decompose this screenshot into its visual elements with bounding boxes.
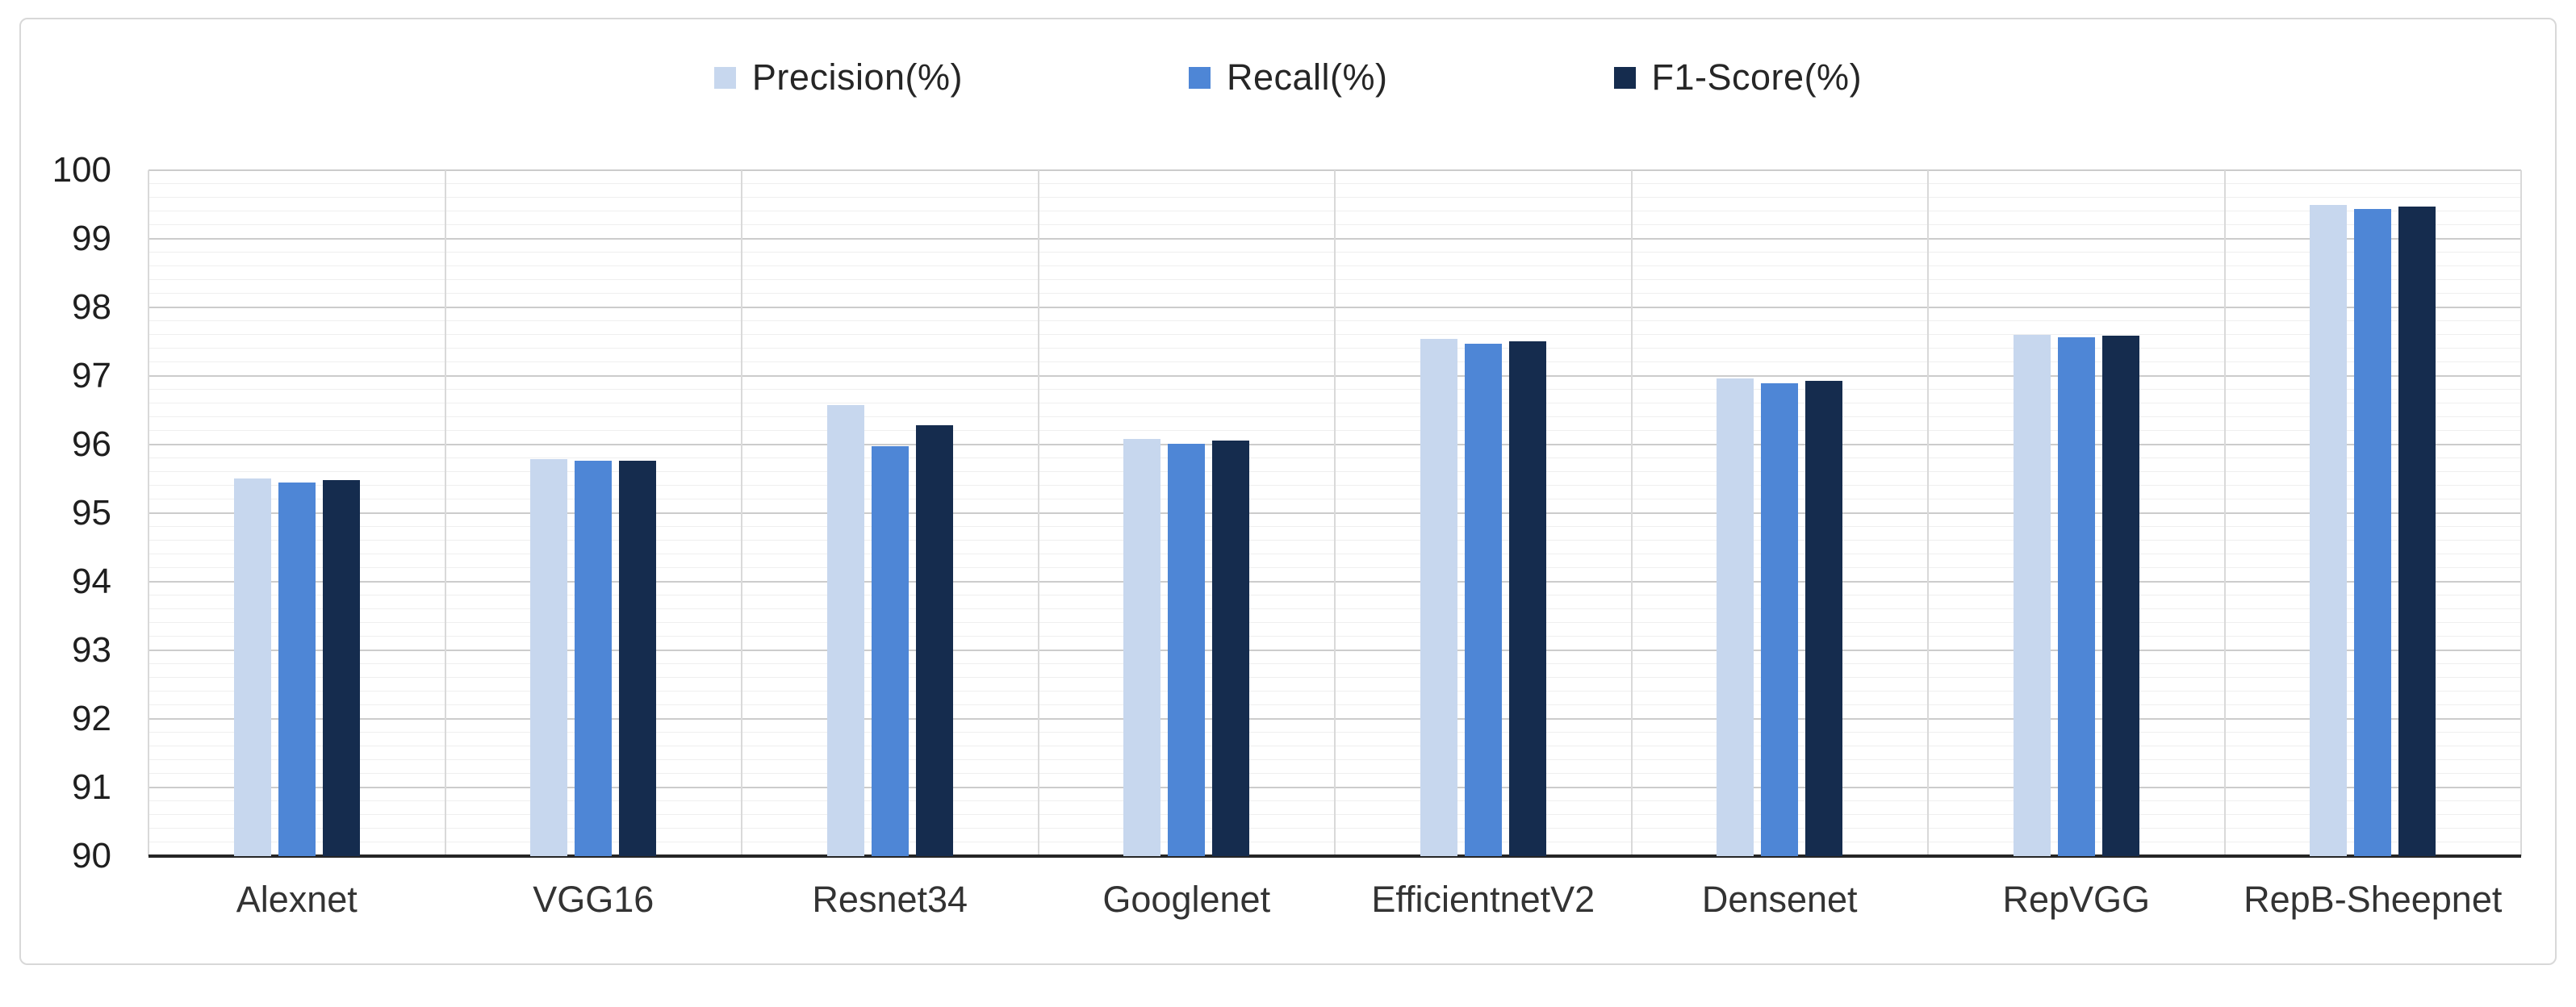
- y-axis-labels: 100 99 98 97 96 95 94 93 92 91 90: [21, 150, 134, 875]
- bar: [2398, 207, 2436, 856]
- bar: [1508, 341, 1546, 856]
- bar: [1761, 382, 1799, 856]
- bar: [530, 458, 568, 856]
- bar: [1805, 380, 1843, 856]
- x-category-label: VGG16: [533, 879, 654, 920]
- legend-swatch-precision-icon: [713, 66, 736, 89]
- vertical-gridline: [1630, 170, 1633, 856]
- bar: [915, 425, 953, 856]
- y-tick-label: 96: [72, 424, 111, 464]
- legend-label-precision: Precision(%): [751, 56, 963, 98]
- legend: Precision(%) Recall(%) F1-Score(%): [21, 56, 2555, 98]
- vertical-gridline: [2223, 170, 2226, 856]
- bar: [619, 461, 657, 856]
- legend-item-precision: Precision(%): [713, 56, 963, 98]
- x-axis-line: [148, 854, 2521, 858]
- bar: [233, 478, 271, 856]
- vertical-gridline: [1927, 170, 1929, 856]
- vertical-gridline: [2520, 170, 2522, 856]
- bar: [2310, 205, 2348, 856]
- y-tick-label: 94: [72, 562, 111, 601]
- figure-frame: Precision(%) Recall(%) F1-Score(%) 100 99…: [19, 18, 2557, 965]
- vertical-gridline: [1037, 170, 1039, 856]
- bar: [1464, 344, 1502, 856]
- legend-item-f1score: F1-Score(%): [1613, 56, 1863, 98]
- vertical-gridline: [148, 170, 149, 856]
- bar: [2057, 336, 2095, 856]
- bar: [1212, 440, 1250, 856]
- bar: [2354, 208, 2392, 856]
- bar: [2013, 335, 2051, 856]
- vertical-gridline: [741, 170, 742, 856]
- bar: [575, 461, 613, 856]
- vertical-gridline: [1334, 170, 1336, 856]
- bar: [1168, 444, 1206, 856]
- x-category-label: EfficientnetV2: [1371, 879, 1595, 920]
- x-category-label: Resnet34: [812, 879, 968, 920]
- x-axis-labels: Alexnet VGG16 Resnet34 Googlenet Efficientne…: [148, 879, 2521, 935]
- legend-label-recall: Recall(%): [1226, 56, 1388, 98]
- bar: [826, 404, 864, 856]
- plot-area: [148, 169, 2522, 858]
- bar: [1123, 439, 1161, 856]
- bar: [278, 482, 316, 856]
- bar: [322, 480, 360, 856]
- y-tick-label: 99: [72, 219, 111, 258]
- y-tick-label: 95: [72, 493, 111, 533]
- bar: [1420, 339, 1457, 856]
- y-tick-label: 91: [72, 767, 111, 807]
- legend-swatch-f1score-icon: [1613, 66, 1636, 89]
- bar: [1717, 378, 1754, 856]
- x-category-label: RepVGG: [2002, 879, 2151, 920]
- legend-swatch-recall-icon: [1188, 66, 1211, 89]
- legend-label-f1score: F1-Score(%): [1651, 56, 1863, 98]
- x-category-label: Alexnet: [236, 879, 358, 920]
- y-tick-label: 92: [72, 699, 111, 738]
- y-tick-label: 100: [52, 150, 111, 190]
- y-tick-label: 93: [72, 630, 111, 670]
- bar: [2101, 335, 2139, 856]
- x-category-label: RepB-Sheepnet: [2244, 879, 2503, 920]
- y-tick-label: 90: [72, 836, 111, 875]
- legend-item-recall: Recall(%): [1188, 56, 1388, 98]
- y-tick-label: 97: [72, 356, 111, 395]
- x-category-label: Googlenet: [1102, 879, 1271, 920]
- bar: [871, 445, 909, 856]
- x-category-label: Densenet: [1701, 879, 1858, 920]
- y-tick-label: 98: [72, 287, 111, 327]
- vertical-gridline: [444, 170, 446, 856]
